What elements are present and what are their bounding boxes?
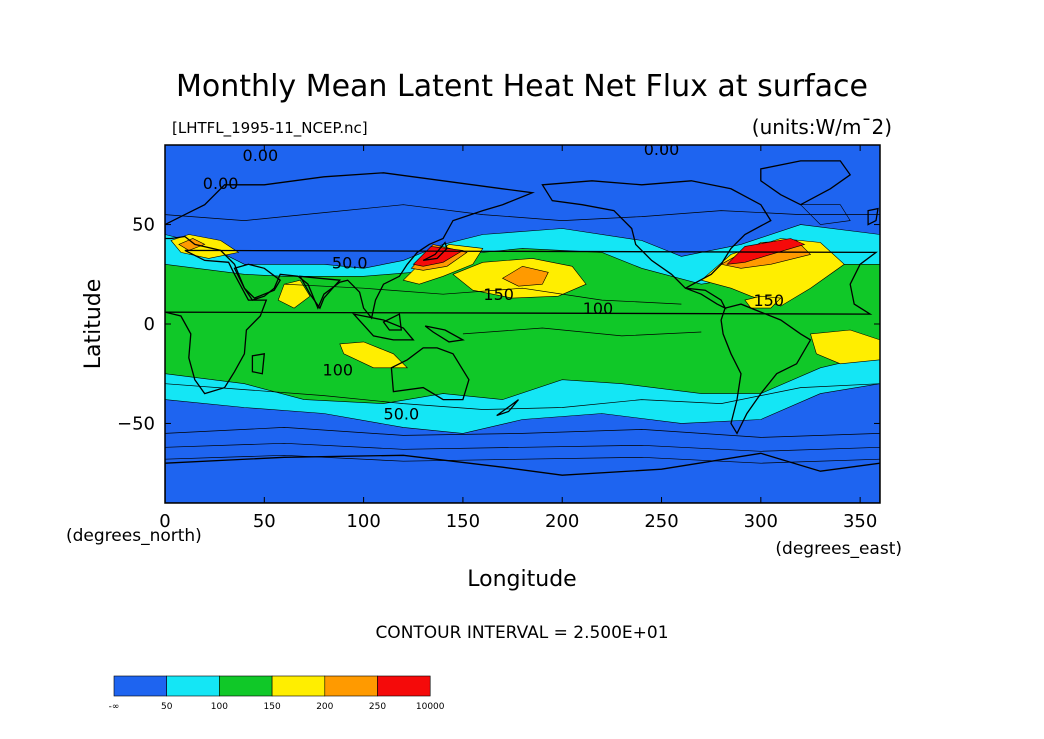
contour-line [165, 442, 880, 452]
x-tick-label: 0 [159, 511, 170, 532]
colorbar-segment [271, 675, 326, 697]
coastline-uk [867, 207, 879, 226]
contour-label: 100 [583, 299, 614, 318]
coastline-indonesia [351, 313, 415, 341]
coastline-arabia [233, 263, 282, 299]
coastline-africa [165, 249, 878, 395]
x-tick-label: 300 [744, 511, 778, 532]
colorbar-segment [166, 675, 220, 697]
colorbar-segment [113, 675, 168, 697]
x-unit-label: (degrees_east) [775, 539, 902, 559]
contour-interval-text: CONTOUR INTERVAL = 2.500E+01 [375, 623, 668, 643]
colorbar-label: 250 [369, 702, 386, 712]
field-pacific-orange [501, 265, 549, 287]
contour-label: 50.0 [332, 253, 368, 272]
x-axis-label: Longitude [467, 567, 576, 592]
coastline-greenland [760, 160, 852, 206]
y-unit-label: (degrees_north) [66, 526, 202, 546]
y-tick-label: 0 [144, 314, 155, 335]
contour-label: 0.00 [203, 174, 239, 193]
field-arabian-yellow [277, 279, 311, 309]
field-caribbean-yellow [744, 295, 782, 309]
contour-line [165, 454, 880, 464]
x-tick-label: 350 [843, 511, 877, 532]
y-tick-label: −50 [117, 413, 155, 434]
y-tick-label: 50 [132, 215, 155, 236]
x-tick-label: 200 [545, 511, 579, 532]
colorbar-segment [324, 675, 378, 697]
coastline-australia [390, 347, 470, 401]
units-label: (units:W/m¯2) [752, 115, 892, 139]
x-tick-label: 100 [346, 511, 380, 532]
colorbar-label: 100 [211, 702, 228, 712]
contour-label: 150 [483, 285, 514, 304]
coastline-antarctica [165, 452, 880, 503]
contour-line [165, 427, 880, 438]
contour-label: 50.0 [384, 404, 420, 423]
contour-line [165, 383, 880, 410]
field-pacific-south-yellow [339, 341, 409, 369]
colorbar-label: -∞ [109, 702, 120, 712]
field-gulfstream-red [726, 238, 806, 265]
colorbar-segment [219, 675, 273, 697]
colorbar-label: 50 [161, 702, 173, 712]
colorbar-label: 150 [264, 702, 281, 712]
chart-subtitle: [LHTFL_1995-11_NCEP.nc] [172, 119, 368, 138]
contour-line [462, 327, 702, 337]
field-atlantic-south-yellow [810, 329, 880, 365]
coastline-new-guinea [424, 325, 465, 343]
field-med-orange [178, 238, 206, 251]
x-tick-label: 250 [644, 511, 678, 532]
contour-line [284, 283, 682, 305]
contour-label: 0.00 [243, 146, 279, 165]
coastline-borneo [382, 313, 403, 331]
coastline-north-america [541, 180, 772, 290]
colorbar-segment [377, 675, 431, 697]
coastline-south-america [720, 303, 812, 435]
y-axis-label: Latitude [81, 279, 106, 370]
colorbar-label: 10000 [416, 702, 445, 712]
coastline-japan [422, 241, 448, 262]
contour-label: 150 [754, 291, 785, 310]
chart-title: Monthly Mean Latent Heat Net Flux at sur… [176, 69, 868, 104]
colorbar: -∞ 50 100 150 200 250 10000 [109, 675, 445, 712]
contour-line [165, 204, 880, 221]
x-tick-label: 50 [253, 511, 276, 532]
coastline-madagascar [251, 353, 266, 375]
coastline-new-zealand [496, 399, 519, 417]
colorbar-label: 200 [316, 702, 333, 712]
coastline-india [298, 275, 342, 310]
x-tick-label: 150 [446, 511, 480, 532]
contour-label: 0.00 [644, 140, 680, 159]
contour-label: 100 [323, 361, 354, 380]
